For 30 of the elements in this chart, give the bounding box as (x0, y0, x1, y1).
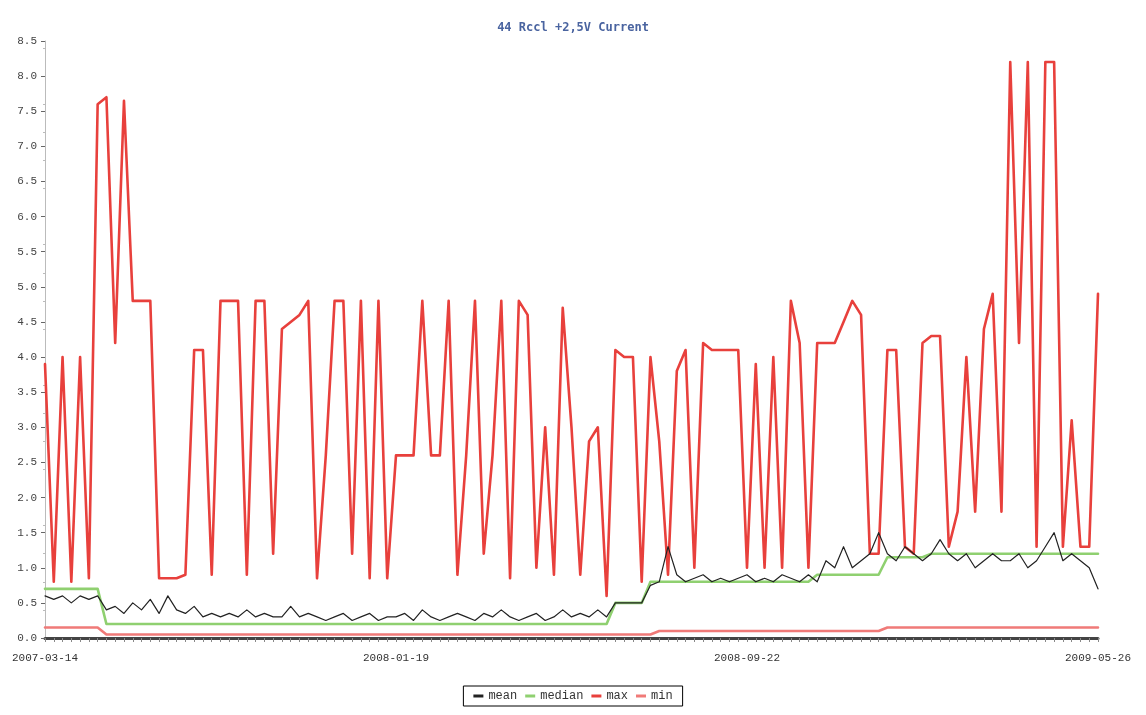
legend-label: median (540, 689, 584, 703)
legend-label: min (651, 689, 673, 703)
y-tick-label: 8.0 (17, 70, 37, 83)
y-tick-label: 4.0 (17, 351, 37, 364)
chart-title: 44 Rccl +2,5V Current (497, 20, 649, 34)
x-tick-label: 2008-09-22 (713, 651, 781, 664)
x-tick-label: 2008-01-19 (362, 651, 430, 664)
y-tick-label: 2.5 (17, 456, 37, 469)
y-tick-label: 6.5 (17, 175, 37, 188)
y-tick-label: 5.5 (17, 245, 37, 258)
legend-label: mean (488, 689, 518, 703)
line-series (43, 552, 1100, 626)
y-tick-label: 6.0 (17, 210, 37, 223)
y-tick-label: 3.0 (17, 421, 37, 434)
line-series (43, 60, 1100, 598)
y-tick-label: 8.5 (17, 35, 37, 47)
y-tick-label: 1.0 (17, 561, 37, 574)
y-tick-label: 4.5 (17, 315, 37, 328)
y-tick-label: 0.0 (17, 632, 37, 644)
x-tick-label: 2009-05-26 (1064, 651, 1132, 664)
y-tick-label: 7.0 (17, 140, 37, 153)
line-series (44, 532, 1099, 622)
y-tick-label: 3.5 (17, 386, 37, 399)
y-tick-label: 2.0 (17, 491, 37, 504)
x-tick-label: 2007-03-14 (11, 651, 79, 664)
y-tick-label: 1.5 (17, 526, 37, 539)
y-tick-label: 0.5 (17, 596, 37, 609)
y-tick-label: 5.0 (17, 280, 37, 293)
legend-label: max (606, 689, 629, 703)
y-tick-label: 7.5 (17, 105, 37, 118)
